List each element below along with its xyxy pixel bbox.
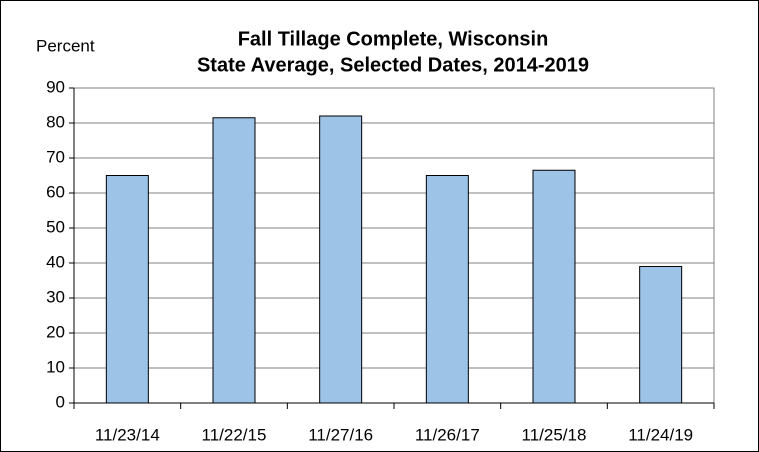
- x-tick-label: 11/25/18: [522, 425, 587, 444]
- bar: [212, 117, 256, 404]
- chart-subtitle: State Average, Selected Dates, 2014-2019: [197, 54, 589, 76]
- x-tick-label: 11/27/16: [308, 425, 373, 444]
- y-tick-label: 10: [46, 357, 65, 376]
- y-tick-label: 0: [56, 392, 65, 411]
- chart-title: Fall Tillage Complete, Wisconsin: [238, 28, 549, 50]
- y-tick-label: 70: [46, 147, 65, 166]
- bar: [425, 175, 469, 404]
- bar: [532, 169, 576, 404]
- x-tick-label: 11/24/19: [628, 425, 693, 444]
- x-tick-label: 11/23/14: [95, 425, 160, 444]
- y-tick-label: 90: [46, 77, 65, 96]
- y-tick-label: 20: [46, 322, 65, 341]
- bar: [105, 175, 149, 404]
- bar: [639, 266, 683, 404]
- y-axis-label: Percent: [36, 36, 95, 55]
- y-tick-label: 30: [46, 287, 65, 306]
- y-tick-label: 50: [46, 217, 65, 236]
- bar: [319, 115, 363, 404]
- y-tick-label: 80: [46, 112, 65, 131]
- plot-area: [73, 87, 715, 404]
- x-tick-label: 11/22/15: [202, 425, 267, 444]
- x-tick-label: 11/26/17: [415, 425, 480, 444]
- y-tick-label: 40: [46, 252, 65, 271]
- y-tick-label: 60: [46, 182, 65, 201]
